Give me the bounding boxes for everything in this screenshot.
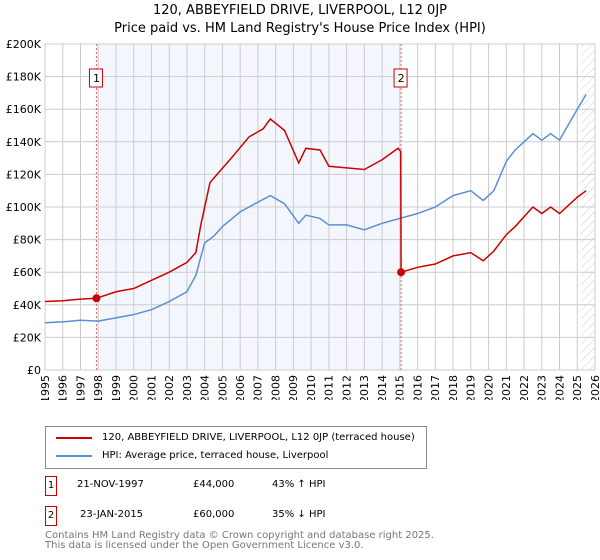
x-tick-label: 2025 — [571, 375, 584, 400]
marker-badge: 1 — [45, 476, 57, 496]
x-tick-label: 1997 — [74, 375, 87, 400]
x-tick-label: 2008 — [269, 375, 282, 400]
legend: 120, ABBEYFIELD DRIVE, LIVERPOOL, L12 0J… — [45, 426, 427, 469]
y-tick-label: £100K — [6, 201, 42, 214]
footer-line: This data is licensed under the Open Gov… — [45, 540, 364, 551]
x-tick-label: 2021 — [500, 375, 513, 400]
y-tick-label: £40K — [13, 299, 42, 312]
x-tick-label: 2016 — [411, 375, 424, 400]
x-tick-label: 2022 — [518, 375, 531, 400]
x-tick-label: 2007 — [252, 375, 265, 400]
x-tick-label: 2015 — [394, 375, 407, 400]
marker-box — [393, 68, 408, 88]
x-tick-label: 1998 — [92, 375, 105, 400]
transaction-hpi: 43% ↑ HPI — [272, 479, 326, 490]
y-tick-label: £0 — [27, 364, 41, 377]
x-tick-label: 2024 — [553, 375, 566, 400]
x-tick-label: 2005 — [216, 375, 229, 400]
transaction-date: 21-NOV-1997 — [77, 479, 144, 490]
x-tick-label: 2014 — [376, 375, 389, 400]
y-tick-label: £20K — [13, 331, 42, 344]
x-tick-label: 2018 — [447, 375, 460, 400]
marker-label: 2 — [398, 72, 405, 85]
chart-title: 120, ABBEYFIELD DRIVE, LIVERPOOL, L12 0J… — [152, 3, 447, 18]
x-tick-label: 2000 — [128, 375, 141, 400]
x-tick-label: 2012 — [340, 375, 353, 400]
x-tick-label: 2023 — [536, 375, 549, 400]
legend-label: 120, ABBEYFIELD DRIVE, LIVERPOOL, L12 0J… — [102, 432, 415, 443]
x-tick-label: 2011 — [323, 375, 336, 400]
plot-border — [44, 43, 596, 371]
marker-box — [88, 68, 103, 88]
sale-point — [397, 268, 406, 277]
x-tick-label: 2001 — [145, 375, 158, 400]
marker-badge: 2 — [45, 506, 57, 526]
transaction-price: £60,000 — [193, 509, 235, 520]
y-tick-label: £80K — [13, 234, 42, 247]
x-tick-label: 2026 — [589, 375, 600, 400]
x-tick-label: 2017 — [429, 375, 442, 400]
x-tick-label: 2010 — [305, 375, 318, 400]
hpi-line — [44, 94, 587, 324]
legend-item-hpi: HPI: Average price, terraced house, Live… — [56, 450, 328, 461]
x-tick-label: 1995 — [39, 375, 52, 400]
marker-label: 1 — [93, 72, 100, 85]
y-tick-label: £200K — [6, 38, 42, 51]
y-tick-label: £120K — [6, 168, 42, 181]
footer: Contains HM Land Registry data © Crown c… — [45, 531, 434, 551]
property-price-line — [44, 117, 587, 303]
x-tick-label: 2002 — [163, 375, 176, 400]
legend-label: HPI: Average price, terraced house, Live… — [102, 450, 329, 461]
x-tick-label: 2003 — [181, 375, 194, 400]
x-tick-label: 2020 — [482, 375, 495, 400]
price-chart: 1995 1996 1997 1998 1999 2000 2001 2002 2003 2004… — [6, 38, 600, 400]
x-tick-label: 2006 — [234, 375, 247, 400]
x-tick-label: 1999 — [110, 375, 123, 400]
x-tick-label: 2013 — [358, 375, 371, 400]
legend-swatch — [56, 454, 92, 457]
y-tick-label: £60K — [13, 266, 42, 279]
chart-subtitle: Price paid vs. HM Land Registry's House … — [114, 21, 486, 36]
transaction-hpi: 35% ↓ HPI — [272, 509, 326, 520]
x-tick-label: 1996 — [57, 375, 70, 400]
transaction-price: £44,000 — [193, 479, 235, 490]
sale-point — [92, 294, 101, 303]
transaction-date: 23-JAN-2015 — [80, 509, 144, 520]
x-tick-label: 2019 — [465, 375, 478, 400]
legend-item-property: 120, ABBEYFIELD DRIVE, LIVERPOOL, L12 0J… — [56, 432, 415, 443]
footer-line: Contains HM Land Registry data © Crown c… — [45, 530, 434, 541]
y-tick-label: £160K — [6, 103, 42, 116]
y-tick-label: £180K — [6, 71, 42, 84]
x-tick-label: 2004 — [199, 375, 212, 400]
y-tick-label: £140K — [6, 136, 42, 149]
x-tick-label: 2009 — [287, 375, 300, 400]
legend-swatch — [56, 436, 92, 439]
